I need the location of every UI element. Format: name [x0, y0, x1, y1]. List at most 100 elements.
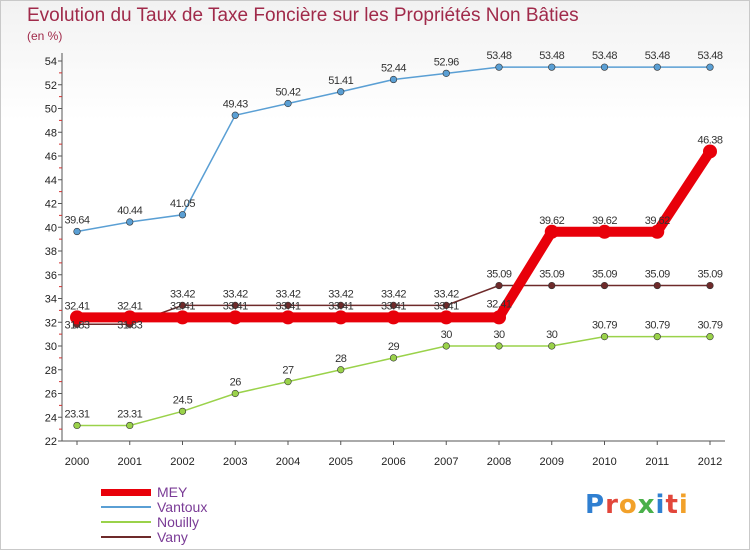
data-point-vany	[178, 301, 187, 309]
y-unit-label: (en %)	[27, 29, 63, 43]
legend-item-mey: MEY	[101, 484, 301, 500]
data-point-vantoux	[653, 63, 661, 71]
data-label-nouilly: 29	[388, 341, 400, 353]
data-point-mey	[650, 224, 665, 239]
y-tick-label: 32	[45, 317, 57, 329]
legend-label-mey: MEY	[157, 484, 188, 500]
data-label-mey: 32.41	[170, 300, 195, 312]
data-label-nouilly: 30.79	[592, 320, 617, 332]
data-label-vany: 33.42	[223, 288, 248, 300]
data-label-mey: 39.62	[539, 215, 564, 227]
data-label-nouilly: 23.31	[117, 408, 142, 420]
data-point-mey	[703, 144, 717, 159]
data-point-vantoux	[73, 227, 81, 236]
data-label-vany: 31.83	[64, 319, 89, 331]
data-label-vany: 35.09	[592, 269, 617, 281]
data-point-vantoux	[126, 218, 134, 226]
data-label-mey: 32.41	[486, 298, 511, 310]
data-label-vantoux: 53.48	[539, 50, 564, 62]
data-point-nouilly	[548, 342, 556, 350]
data-point-nouilly	[284, 378, 292, 386]
data-label-vantoux: 53.48	[697, 50, 722, 62]
data-point-vantoux	[389, 75, 398, 84]
data-label-vany: 35.09	[697, 269, 722, 281]
y-tick-label: 50	[45, 104, 57, 116]
y-tick-label: 54	[45, 56, 57, 68]
data-point-nouilly	[231, 389, 239, 398]
x-tick-label: 2001	[118, 456, 142, 468]
data-label-nouilly: 30	[493, 329, 505, 341]
x-tick-label: 2005	[329, 456, 353, 468]
x-tick-label: 2007	[434, 456, 458, 468]
data-label-nouilly: 30	[546, 329, 558, 341]
data-point-vany	[495, 281, 503, 290]
data-point-vany	[231, 301, 239, 309]
data-label-mey: 32.41	[117, 300, 142, 312]
data-point-nouilly	[706, 333, 714, 341]
logo-letter: P	[585, 490, 606, 520]
data-label-nouilly: 28	[335, 353, 347, 365]
data-point-nouilly	[600, 333, 609, 341]
data-label-vany: 33.42	[434, 288, 459, 300]
data-label-vany: 33.42	[381, 288, 406, 300]
data-point-vany	[706, 281, 714, 290]
data-label-nouilly: 27	[282, 365, 294, 377]
legend-item-vantoux: Vantoux	[101, 499, 301, 515]
y-tick-label: 34	[45, 294, 57, 306]
data-point-mey	[281, 310, 295, 325]
data-label-vantoux: 52.44	[381, 63, 406, 75]
data-point-vany	[653, 281, 661, 290]
logo-letter: i	[655, 490, 666, 520]
data-label-vany: 35.09	[645, 269, 670, 281]
x-tick-label: 2009	[540, 456, 564, 468]
legend-label-nouilly: Nouilly	[157, 514, 200, 530]
data-label-vantoux: 51.41	[328, 75, 353, 87]
x-tick-label: 2002	[170, 456, 194, 468]
legend-item-nouilly: Nouilly	[101, 514, 301, 530]
data-point-mey	[439, 310, 454, 325]
data-label-vantoux: 52.96	[434, 56, 459, 68]
data-point-vantoux	[442, 69, 450, 77]
y-tick-label: 48	[45, 127, 57, 139]
y-tick-label: 52	[45, 80, 57, 92]
chart-title: Evolution du Taux de Taxe Foncière sur l…	[27, 5, 579, 26]
data-label-vantoux: 39.64	[64, 215, 89, 227]
data-point-vantoux	[337, 88, 345, 96]
data-point-nouilly	[495, 342, 503, 350]
data-point-vany	[389, 301, 398, 309]
data-label-vantoux: 53.48	[645, 50, 670, 62]
data-point-vantoux	[495, 63, 503, 71]
data-label-vantoux: 53.48	[486, 50, 511, 62]
data-label-vantoux: 50.42	[275, 87, 300, 99]
proxiti-logo: Proxiti	[585, 490, 689, 520]
data-point-vantoux	[548, 63, 556, 71]
data-label-nouilly: 30.79	[697, 320, 722, 332]
data-label-mey: 33.41	[223, 300, 248, 312]
y-tick-label: 42	[45, 199, 57, 211]
x-tick-label: 2000	[65, 456, 89, 468]
data-point-vany	[337, 301, 345, 309]
x-tick-label: 2010	[592, 456, 616, 468]
data-point-vany	[600, 281, 609, 290]
y-tick-label: 46	[45, 151, 57, 163]
logo-letter: i	[678, 490, 689, 520]
data-label-mey: 39.62	[645, 215, 670, 227]
data-point-vantoux	[178, 211, 187, 219]
legend-swatch-nouilly	[101, 521, 151, 523]
data-label-vany: 33.42	[328, 288, 353, 300]
data-point-nouilly	[73, 421, 81, 430]
legend-label-vantoux: Vantoux	[157, 499, 208, 515]
legend: MEY Vantoux Nouilly Vany	[101, 484, 301, 545]
data-point-mey	[333, 310, 348, 325]
data-label-vany: 33.42	[170, 288, 195, 300]
data-point-vantoux	[706, 63, 714, 71]
x-tick-label: 2006	[381, 456, 405, 468]
data-label-mey: 39.62	[592, 215, 617, 227]
data-label-mey: 46.38	[697, 134, 722, 146]
y-tick-label: 26	[45, 389, 57, 401]
legend-swatch-vany	[101, 536, 151, 538]
data-point-mey	[386, 310, 401, 325]
data-label-mey: 33.41	[434, 300, 459, 312]
x-tick-label: 2008	[487, 456, 511, 468]
